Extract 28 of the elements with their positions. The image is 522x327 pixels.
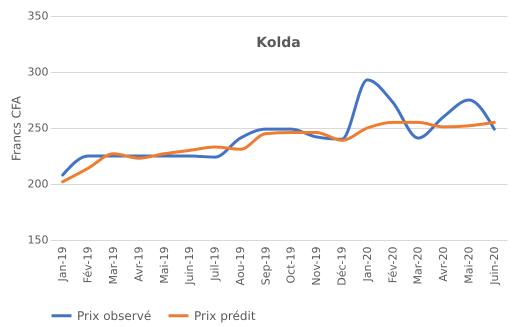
x-tick-label: Jan-20 [360,246,374,282]
y-axis-title: Francs CFA [10,95,24,161]
legend-label: Prix observé [77,308,152,323]
x-tick-label: Fév-19 [82,246,95,284]
x-tick-label: Avr-19 [132,246,146,282]
line-series [61,120,496,184]
x-tick-label: Juil-19 [208,246,222,282]
x-tick-label: Mai-20 [462,246,476,284]
y-tick-label: 250 [28,122,48,134]
y-tick-label: 300 [28,66,48,78]
y-tick-label: 200 [28,178,48,190]
text: Kolda [256,35,301,51]
y-tick-label: 350 [28,10,48,22]
x-tick-label: Mar-20 [412,246,425,285]
x-tick-label: Oct-19 [284,246,298,284]
x-tick-label: Juin-19 [183,246,196,286]
x-tick-label: Avr-20 [437,246,450,282]
x-tick-label: Jan-19 [56,246,70,282]
x-tick-label: Sep-19 [259,246,272,286]
x-tick-label: Mai-19 [158,246,171,284]
x-tick-label: Déc-19 [335,246,348,286]
y-tick-label: 150 [28,234,48,246]
x-tick-label: Mar-19 [106,246,120,285]
x-tick-label: Nov-19 [310,246,324,286]
x-tick-label: Aou-19 [234,246,247,286]
x-tick-label: Fév-20 [386,246,400,284]
legend-label: Prix prédit [194,308,256,323]
x-tick-label: Juin-20 [488,246,501,286]
